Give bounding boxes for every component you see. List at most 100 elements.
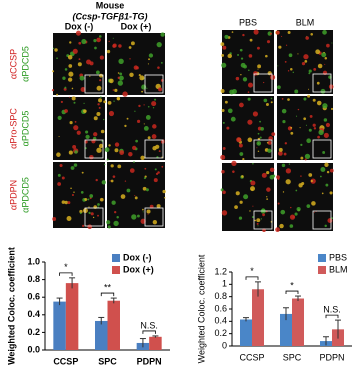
micrograph-signal: [239, 200, 243, 204]
micrograph-signal: [240, 74, 242, 76]
micrograph-signal: [227, 108, 233, 114]
y-tick-label: 1.2: [214, 266, 227, 276]
micrograph-signal: [161, 156, 163, 158]
micrograph-signal: [317, 63, 323, 69]
micrograph-signal: [224, 34, 229, 40]
micrograph-signal: [69, 121, 73, 125]
micrograph-signal: [270, 101, 273, 104]
micrograph-signal: [126, 188, 131, 193]
micrograph-signal: [112, 37, 114, 39]
column-label: Dox (+): [121, 21, 152, 31]
micrograph-signal: [322, 103, 328, 109]
micrograph-signal: [221, 53, 225, 57]
micrograph-signal: [315, 49, 321, 55]
micrograph-signal: [259, 136, 262, 139]
micrograph-signal: [118, 44, 122, 48]
micrograph-signal: [320, 167, 326, 172]
micrograph-signal: [297, 108, 300, 111]
micrograph-signal: [304, 153, 311, 160]
micrograph-signal: [247, 82, 253, 88]
micrograph-signal: [79, 209, 83, 214]
micrograph-signal: [306, 138, 312, 144]
micrograph-signal: [112, 44, 116, 48]
micrograph-signal: [270, 74, 276, 80]
micrograph-signal: [275, 30, 280, 35]
micrograph-signal: [92, 216, 95, 219]
micrograph-signal: [154, 98, 157, 101]
micrograph-signal: [299, 127, 301, 129]
micrograph-signal: [108, 40, 110, 43]
micrograph-signal: [251, 216, 254, 218]
micrograph-signal: [222, 147, 226, 150]
micrograph-signal: [114, 142, 120, 147]
micrograph-signal: [311, 201, 316, 206]
micrograph-signal: [51, 88, 55, 92]
micrograph-signal: [145, 188, 149, 192]
micrograph-signal: [292, 71, 294, 74]
bar: [53, 301, 66, 350]
micrograph-signal: [94, 46, 97, 50]
micrograph-signal: [67, 201, 71, 204]
micrograph-signal: [64, 109, 68, 113]
micrograph-signal: [160, 61, 163, 64]
micrograph-signal: [89, 154, 94, 160]
bar: [65, 283, 79, 350]
micrograph-signal: [56, 57, 58, 60]
micrograph-signal: [278, 147, 283, 152]
micrograph-signal: [99, 73, 103, 78]
significance-label: *: [250, 266, 254, 276]
micrograph-signal: [284, 60, 287, 63]
bar: [252, 289, 264, 346]
micrograph-signal: [308, 88, 310, 90]
micrograph-signal: [137, 119, 141, 123]
micrograph-signal: [158, 150, 161, 152]
micrograph-signal: [84, 197, 88, 201]
inset: [144, 74, 164, 94]
micrograph-signal: [261, 172, 267, 178]
micrograph-signal: [329, 168, 334, 173]
micrograph-signal: [239, 48, 243, 52]
micrograph-signal: [142, 208, 144, 211]
micrograph-signal: [324, 224, 327, 228]
micrograph-signal: [83, 102, 85, 104]
micrograph-signal: [221, 108, 225, 112]
micrograph-signal: [136, 214, 140, 218]
legend-label: Dox (+): [123, 264, 154, 274]
micrograph-signal: [118, 58, 124, 64]
micrograph-signal: [98, 106, 101, 109]
micrograph-signal: [77, 62, 82, 67]
bar: [280, 313, 292, 346]
row-label: αPDCD5: [20, 111, 30, 147]
micrograph-signal: [141, 84, 147, 90]
micrograph-signal: [324, 57, 328, 60]
micrograph-signal: [272, 174, 276, 178]
micrograph-signal: [250, 180, 256, 186]
y-tick-label: 0.8: [214, 291, 227, 301]
micrograph-signal: [114, 88, 118, 93]
micrograph-signal: [100, 96, 102, 98]
micrograph-signal: [101, 180, 106, 185]
micrograph-signal: [144, 167, 147, 170]
micrograph-signal: [318, 129, 324, 136]
micrograph-signal: [158, 87, 163, 92]
micrograph-signal: [98, 143, 104, 149]
micrograph-signal: [312, 123, 316, 127]
micrograph-signal: [307, 94, 311, 98]
micrograph-signal: [66, 216, 72, 221]
micrograph-signal: [331, 42, 333, 44]
micrograph-signal: [297, 53, 299, 55]
micrograph-signal: [90, 212, 94, 216]
micrograph-signal: [83, 109, 87, 113]
legend-swatch: [318, 254, 326, 262]
micrograph-signal: [242, 77, 248, 82]
micrograph-signal: [147, 136, 151, 140]
micrograph-signal: [148, 58, 150, 61]
micrograph-signal: [324, 162, 329, 167]
micrograph-signal: [281, 108, 287, 114]
micrograph-signal: [57, 173, 61, 177]
micrograph-signal: [139, 75, 145, 81]
micrograph-signal: [325, 183, 329, 187]
micrograph-signal: [256, 222, 259, 225]
micrograph-signal: [146, 209, 151, 214]
micrograph-signal: [282, 120, 286, 124]
